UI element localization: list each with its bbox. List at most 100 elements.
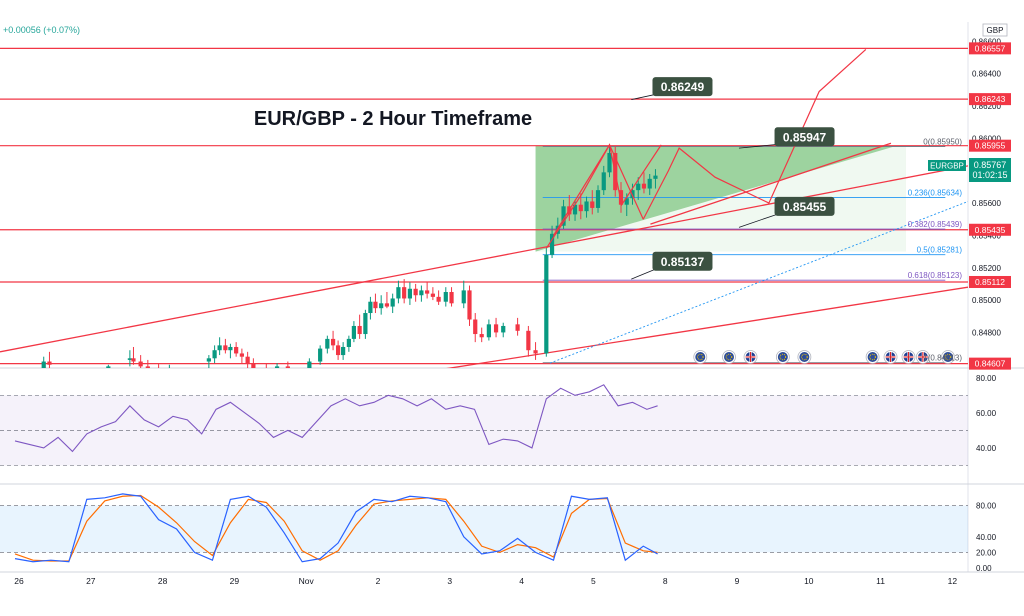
rsi-line [14,384,658,453]
candle [131,346,136,365]
candle [618,182,624,213]
level-tag[interactable]: 0.86243 [969,93,1011,106]
eu-event-icon[interactable] [941,350,955,364]
candle-body [396,287,401,299]
candle-body [131,358,136,362]
x-tick-label: 29 [230,576,240,586]
currency-box [982,23,1008,37]
eu-event-icon[interactable] [693,350,708,364]
candle-body [533,350,538,354]
callout-label: 0.86249 [661,80,705,94]
level-tag[interactable]: 0.85112 [969,275,1011,288]
candle [479,327,484,343]
pattern-line-1[interactable] [642,49,867,220]
candle [653,169,658,189]
candle-body [595,190,601,208]
level-tag[interactable]: 0.85955 [969,139,1011,152]
candle [212,345,217,364]
stoch-band [0,505,968,553]
uk-event-icon[interactable] [915,350,930,364]
candle [41,356,46,368]
candle [419,285,424,302]
x-tick-label: 26 [14,576,24,586]
candle [390,293,395,314]
price-callout[interactable]: 0.86249 [631,77,713,100]
level-tag-bg [969,275,1011,288]
candle-body [549,233,555,255]
pattern-line-2[interactable] [552,143,662,236]
candle [341,342,346,360]
candle [501,322,506,338]
lower-channel-line[interactable] [388,286,968,378]
level-tag[interactable]: 0.85435 [969,223,1011,236]
pattern-line-0[interactable] [545,143,644,249]
candle-body [138,361,143,367]
candle [430,287,435,301]
level-tag-label: 0.86557 [975,43,1006,53]
candle-body [561,206,566,226]
eu-event-icon[interactable] [722,350,736,364]
candle-body [402,287,407,299]
candle-body [425,290,430,294]
y-tick-label: 0.85600 [972,199,1001,208]
candle [493,317,499,338]
candle-body [223,345,228,351]
eu-event-icon[interactable] [775,350,790,364]
symbol-tag: EURGBP [930,162,964,171]
uk-event-icon[interactable] [883,350,898,364]
callout-box [652,251,713,271]
callout-label: 0.85455 [783,200,827,214]
x-tick-label: 28 [158,576,168,586]
candle [245,351,250,368]
callout-box [652,77,713,97]
rsi-tick-label: 40.00 [976,444,997,453]
candle [449,287,454,307]
level-tag[interactable]: 0.84607 [969,357,1011,370]
candle-body [145,366,150,368]
candle-body [526,330,531,351]
candle [251,358,256,368]
candle [473,313,478,343]
y-tick-label: 0.86200 [972,102,1001,111]
candle-body [363,313,368,335]
uk-event-icon[interactable] [743,350,758,364]
candle [590,190,595,215]
y-tick-label: 0.86400 [972,70,1001,79]
candle-body [239,353,244,357]
candle [425,282,430,299]
x-tick-label: 27 [86,576,96,586]
candle-body [467,290,472,320]
candle [402,279,407,304]
candle [168,364,170,368]
candle [217,337,222,356]
candle-body [336,345,341,356]
price-callout[interactable]: 0.85137 [631,251,713,280]
candle [47,351,52,368]
currency-label: GBP [987,26,1004,35]
triangle-support-line[interactable] [650,142,892,225]
x-tick-label: 2 [376,576,381,586]
candle-body [318,348,323,362]
candle-body [636,183,641,191]
fib-label: 0.382(0.85439) [908,220,963,229]
level-tag[interactable]: 0.86557 [969,42,1011,55]
candle [206,355,211,368]
candle [526,325,531,357]
price-callout[interactable]: 0.85947 [738,127,835,149]
eu-event-icon[interactable] [797,350,812,364]
candle-body [330,338,336,346]
stoch-d-line [14,494,658,562]
fib-label: 0.236(0.85634) [908,189,963,198]
price-callout[interactable]: 0.85455 [738,196,835,228]
candle [578,193,583,220]
candle [647,173,652,195]
candle-body [449,292,454,304]
x-tick-label: 3 [447,576,452,586]
last-price-tag[interactable]: EURGBP 0.85767 01:02:15 [928,158,1011,182]
eu-event-icon[interactable] [865,350,880,364]
rsi-pane: 80.00 60.00 40.00 [0,374,997,466]
uk-event-icon[interactable] [901,350,916,364]
candle [515,317,520,336]
candle-body [351,325,356,339]
rsi-tick-label: 60.00 [976,409,997,418]
